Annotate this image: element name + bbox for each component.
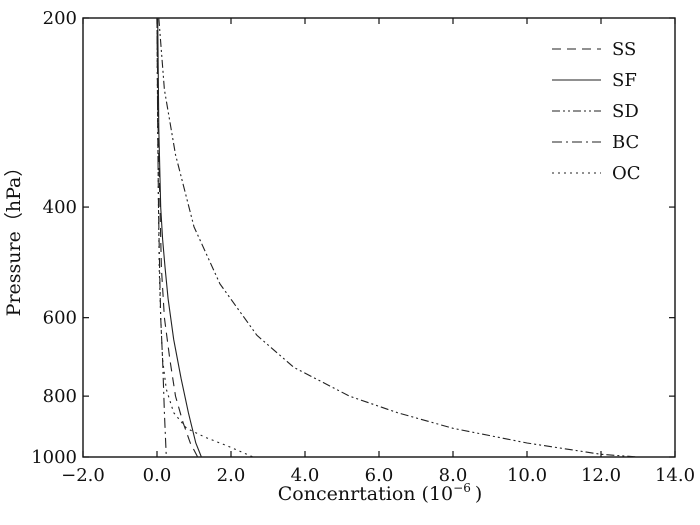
legend-label-ss: SS	[612, 39, 636, 60]
x-tick-label: −2.0	[61, 465, 105, 486]
x-tick-label: 0.0	[143, 465, 172, 486]
y-tick-label: 800	[43, 386, 77, 407]
data-series	[156, 17, 639, 458]
axis-ticks: −2.0 0.0 2.0 4.0 6.0 8.0 10.0 12.0 14.0 200 400 600…	[31, 8, 695, 486]
x-tick-label: 2.0	[217, 465, 246, 486]
legend-label-sd: SD	[612, 101, 639, 122]
legend-label-sf: SF	[612, 70, 637, 91]
plot-frame	[82, 17, 676, 458]
y-axis-label: Pressure（hPa）	[3, 158, 25, 317]
series-line-oc	[156, 17, 254, 458]
series-line-sf	[157, 17, 202, 458]
x-tick-label: 4.0	[291, 465, 320, 486]
x-tick-label: 8.0	[439, 465, 468, 486]
x-axis-label: Concenrtation (10−6)	[278, 481, 483, 505]
x-axis-label-text: Concenrtation (10	[278, 483, 453, 505]
legend-label-oc: OC	[612, 163, 641, 184]
legend-label-bc: BC	[612, 132, 639, 153]
x-axis-label-end: )	[475, 483, 482, 505]
series-line-sd	[158, 17, 639, 458]
series-line-bc	[156, 17, 167, 458]
y-tick-label: 1000	[31, 447, 77, 468]
series-line-ss	[156, 17, 199, 458]
x-tick-label: 14.0	[655, 465, 695, 486]
y-tick-label: 200	[43, 8, 77, 29]
legend: SS SF SD BC OC	[552, 39, 641, 184]
x-tick-label: 10.0	[507, 465, 547, 486]
x-tick-label: 6.0	[365, 465, 394, 486]
x-axis-label-exponent: −6	[453, 481, 471, 495]
y-tick-label: 600	[43, 308, 77, 329]
x-tick-label: 12.0	[581, 465, 621, 486]
y-tick-label: 400	[43, 197, 77, 218]
